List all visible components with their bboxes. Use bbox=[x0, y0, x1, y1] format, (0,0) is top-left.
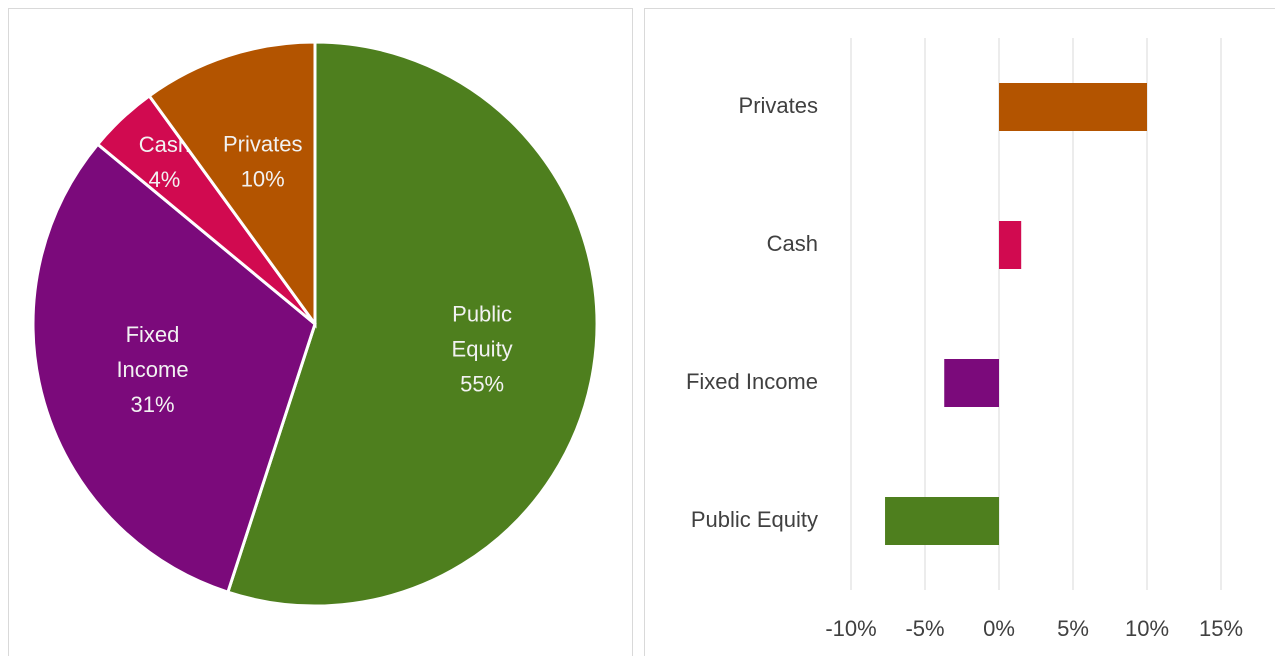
x-tick-label: 15% bbox=[1199, 616, 1243, 641]
x-tick-label: -5% bbox=[905, 616, 944, 641]
y-tick-label: Public Equity bbox=[691, 507, 818, 532]
x-tick-label: 10% bbox=[1125, 616, 1169, 641]
slice-label-line: Equity bbox=[452, 336, 513, 361]
slice-label: Public Equity bbox=[452, 301, 513, 361]
x-tick-label: -10% bbox=[825, 616, 876, 641]
y-tick-label: Fixed Income bbox=[686, 369, 818, 394]
slice-value-label: 10% bbox=[241, 166, 285, 191]
x-tick-label: 0% bbox=[983, 616, 1015, 641]
y-tick-label: Privates bbox=[739, 93, 818, 118]
bar bbox=[944, 359, 999, 407]
pie-slice bbox=[225, 40, 599, 608]
x-tick-label: 5% bbox=[1057, 616, 1089, 641]
slice-value-label: 31% bbox=[130, 392, 174, 417]
slice-value-label: 4% bbox=[149, 167, 181, 192]
bar bbox=[999, 221, 1022, 269]
slice-label: Privates bbox=[223, 131, 302, 156]
slice-label-line: Public bbox=[452, 301, 512, 326]
slice-label-line: Income bbox=[116, 357, 188, 382]
slice-label-line: Fixed bbox=[126, 322, 180, 347]
y-tick-label: Cash bbox=[767, 231, 818, 256]
bar-panel bbox=[644, 8, 1275, 656]
pie-slice bbox=[147, 40, 317, 329]
bar bbox=[885, 497, 999, 545]
slice-label-line: Privates bbox=[223, 131, 302, 156]
slice-label: Fixed Income bbox=[116, 322, 188, 382]
pie-slice bbox=[31, 142, 317, 595]
bar bbox=[999, 83, 1147, 131]
slice-value-label: 55% bbox=[460, 371, 504, 396]
